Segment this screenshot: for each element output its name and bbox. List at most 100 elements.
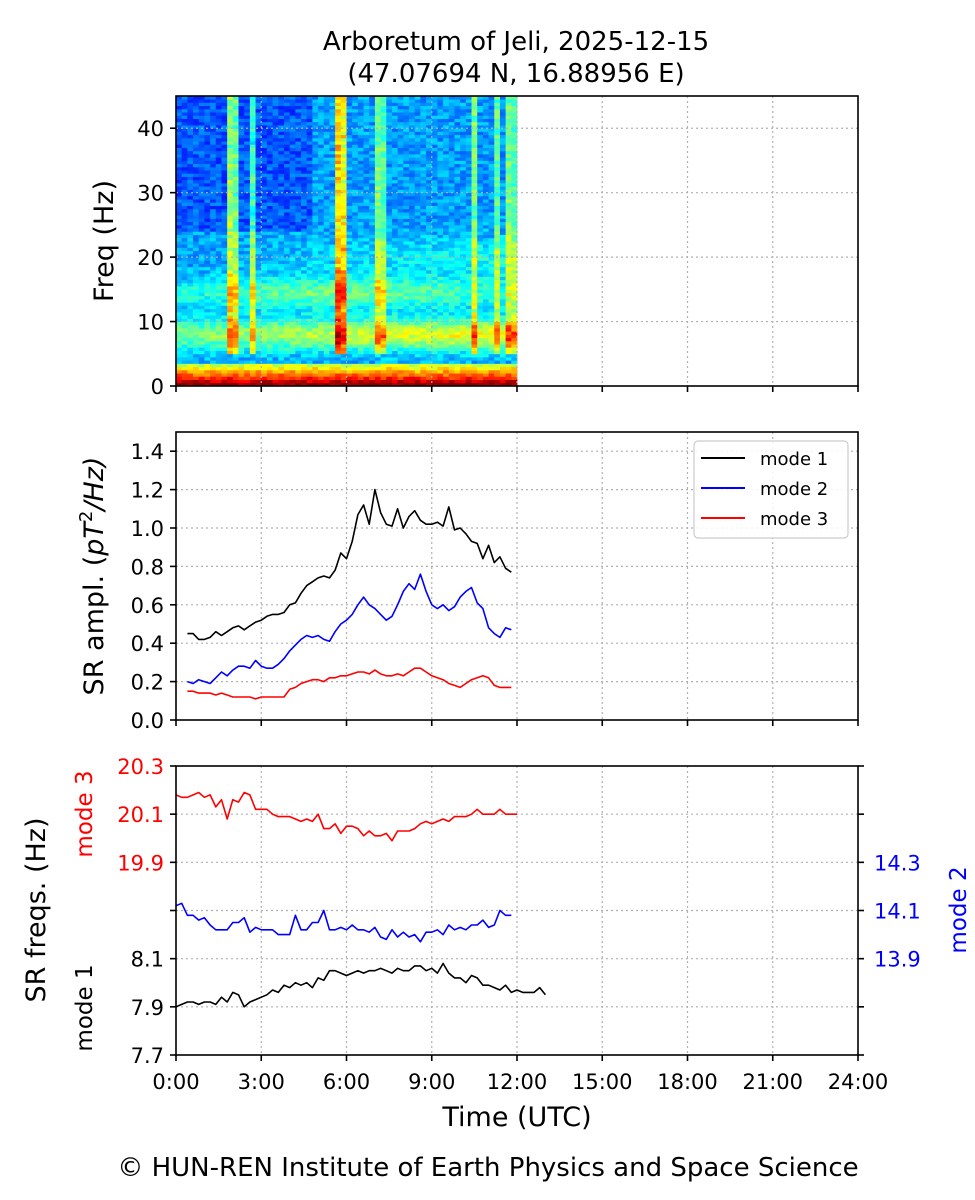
spectrogram-cell bbox=[380, 150, 387, 155]
spectrogram-cell bbox=[329, 276, 336, 281]
spectrogram-cell bbox=[443, 179, 450, 184]
spectrogram-cell bbox=[204, 218, 211, 223]
spectrogram-cell bbox=[232, 308, 239, 313]
spectrogram-cell bbox=[266, 208, 274, 213]
spectrogram-cell bbox=[363, 108, 370, 113]
spectrogram-cell bbox=[369, 366, 376, 371]
spectrogram-cell bbox=[266, 360, 274, 364]
spectrogram-cell bbox=[278, 279, 285, 284]
spectrogram-cell bbox=[266, 137, 274, 142]
spectrogram-cell bbox=[227, 147, 234, 152]
spectrogram-cell bbox=[301, 173, 308, 177]
spectrogram-cell bbox=[249, 334, 256, 339]
spectrogram-cell bbox=[426, 221, 433, 226]
spectrogram-cell bbox=[431, 286, 438, 290]
spectrogram-cell bbox=[352, 305, 359, 310]
spectrogram-cell bbox=[386, 147, 393, 152]
spectrogram-cell bbox=[283, 263, 291, 268]
spectrogram-cell bbox=[329, 270, 336, 274]
spectrogram-cell bbox=[301, 324, 308, 329]
spectrogram-cell bbox=[437, 212, 444, 216]
spectrogram-cell bbox=[454, 305, 461, 310]
spectrogram-cell bbox=[272, 199, 279, 203]
spectrogram-cell bbox=[249, 244, 256, 248]
spectrogram-cell bbox=[409, 331, 416, 335]
spectrogram-cell bbox=[181, 137, 188, 142]
spectrogram-cell bbox=[232, 166, 239, 171]
spectrogram-cell bbox=[420, 170, 427, 174]
spectrogram-cell bbox=[374, 173, 381, 177]
spectrogram-cell bbox=[204, 334, 211, 339]
spectrogram-cell bbox=[329, 141, 336, 145]
spectrogram-cell bbox=[323, 247, 330, 252]
spectrogram-cell bbox=[312, 137, 319, 142]
spectrogram-cell bbox=[482, 189, 489, 194]
spectrogram-cell bbox=[346, 366, 353, 371]
spectrogram-cell bbox=[215, 292, 222, 297]
spectrogram-cell bbox=[198, 299, 205, 303]
spectrogram-cell bbox=[181, 373, 188, 377]
spectrogram-cell bbox=[210, 183, 217, 187]
spectrogram-cell bbox=[232, 321, 239, 326]
spectrogram-cell bbox=[465, 331, 472, 335]
spectrogram-cell bbox=[278, 192, 285, 197]
spectrogram-cell bbox=[227, 321, 234, 326]
spectrogram-cell bbox=[289, 118, 296, 123]
spectrogram-cell bbox=[193, 382, 200, 387]
spectrogram-cell bbox=[357, 141, 364, 145]
spectrogram-cell bbox=[221, 205, 228, 210]
spectrogram-cell bbox=[255, 195, 262, 200]
spectrogram-cell bbox=[482, 105, 489, 110]
spectrogram-cell bbox=[335, 373, 342, 377]
spectrogram-cell bbox=[482, 334, 489, 339]
spectrogram-cell bbox=[187, 215, 194, 219]
spectrogram-cell bbox=[420, 183, 427, 187]
spectrogram-cell bbox=[426, 353, 433, 358]
spectrogram-cell bbox=[215, 128, 222, 132]
spectrogram-cell bbox=[238, 141, 245, 145]
spectrogram-cell bbox=[193, 357, 200, 361]
spectrogram-cell bbox=[181, 115, 188, 119]
spectrogram-cell bbox=[431, 234, 438, 239]
spectrogram-cell bbox=[232, 376, 239, 380]
spectrogram-cell bbox=[278, 247, 285, 252]
spectrogram-cell bbox=[193, 321, 200, 326]
spectrogram-cell bbox=[363, 353, 370, 358]
spectrogram-cell bbox=[266, 199, 274, 203]
spectrogram-cell bbox=[335, 270, 342, 274]
spectrogram-cell bbox=[369, 266, 376, 271]
spectrogram-cell bbox=[386, 337, 393, 342]
spectrogram-cell bbox=[221, 218, 228, 223]
spectrogram-cell bbox=[204, 253, 211, 258]
spectrogram-cell bbox=[482, 195, 489, 200]
spectrogram-cell bbox=[187, 121, 194, 126]
spectrogram-cell bbox=[386, 315, 393, 319]
spectrogram-cell bbox=[426, 205, 433, 210]
spectrogram-cell bbox=[363, 221, 370, 226]
spectrogram-cell bbox=[261, 241, 268, 245]
spectrogram-cell bbox=[437, 273, 444, 277]
spectrogram-cell bbox=[261, 286, 268, 290]
spectrogram-cell bbox=[346, 189, 353, 194]
spectrogram-cell bbox=[420, 99, 427, 103]
spectrogram-cell bbox=[431, 141, 438, 145]
spectrogram-cell bbox=[255, 382, 262, 387]
spectrogram-cell bbox=[215, 357, 222, 361]
spectrogram-cell bbox=[329, 99, 336, 103]
spectrogram-cell bbox=[409, 273, 416, 277]
spectrogram-cell bbox=[448, 376, 455, 380]
spectrogram-cell bbox=[221, 318, 228, 322]
spectrogram-cell bbox=[426, 315, 433, 319]
spectrogram-cell bbox=[272, 382, 279, 387]
spectrogram-cell bbox=[198, 382, 205, 387]
spectrogram-cell bbox=[369, 166, 376, 171]
spectrogram-cell bbox=[227, 369, 234, 374]
spectrogram-cell bbox=[181, 311, 188, 316]
spectrogram-cell bbox=[409, 108, 416, 113]
spectrogram-cell bbox=[448, 228, 455, 232]
spectrogram-cell bbox=[204, 154, 211, 158]
spectrogram-cell bbox=[352, 212, 359, 216]
spectrogram-cell bbox=[460, 228, 467, 232]
spectrogram-cell bbox=[420, 350, 427, 355]
spectrogram-cell bbox=[318, 128, 325, 132]
